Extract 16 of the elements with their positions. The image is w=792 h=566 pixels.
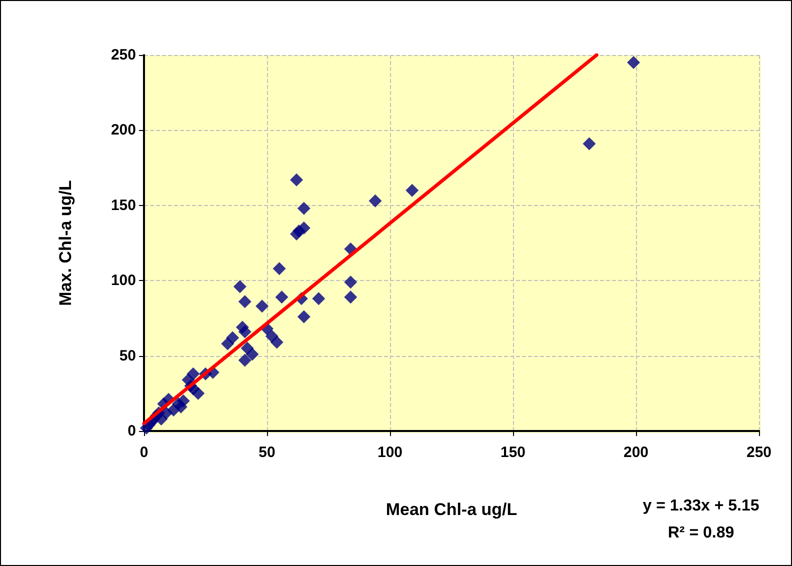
y-tick-label: 0 (128, 422, 136, 440)
y-axis-title: Max. Chl-a ug/L (56, 180, 75, 306)
y-tick-label: 50 (119, 347, 136, 364)
x-tick-label: 50 (258, 444, 276, 461)
x-tick-label: 250 (746, 444, 772, 461)
y-tick-label: 200 (110, 122, 136, 139)
text: y = 1.33x + 5.15 (642, 498, 760, 514)
x-tick-label: 200 (623, 444, 649, 461)
x-tick-label: 100 (377, 444, 403, 461)
x-tick-label: 150 (500, 444, 526, 461)
y-tick-label: 150 (110, 196, 136, 214)
x-tick-label: 0 (140, 444, 148, 461)
y-tick-label: 250 (110, 46, 136, 64)
y-tick-label: 100 (110, 272, 136, 290)
x-axis-title: Mean Chl-a ug/L (386, 500, 518, 519)
text: R² = 0.89 (668, 524, 734, 542)
